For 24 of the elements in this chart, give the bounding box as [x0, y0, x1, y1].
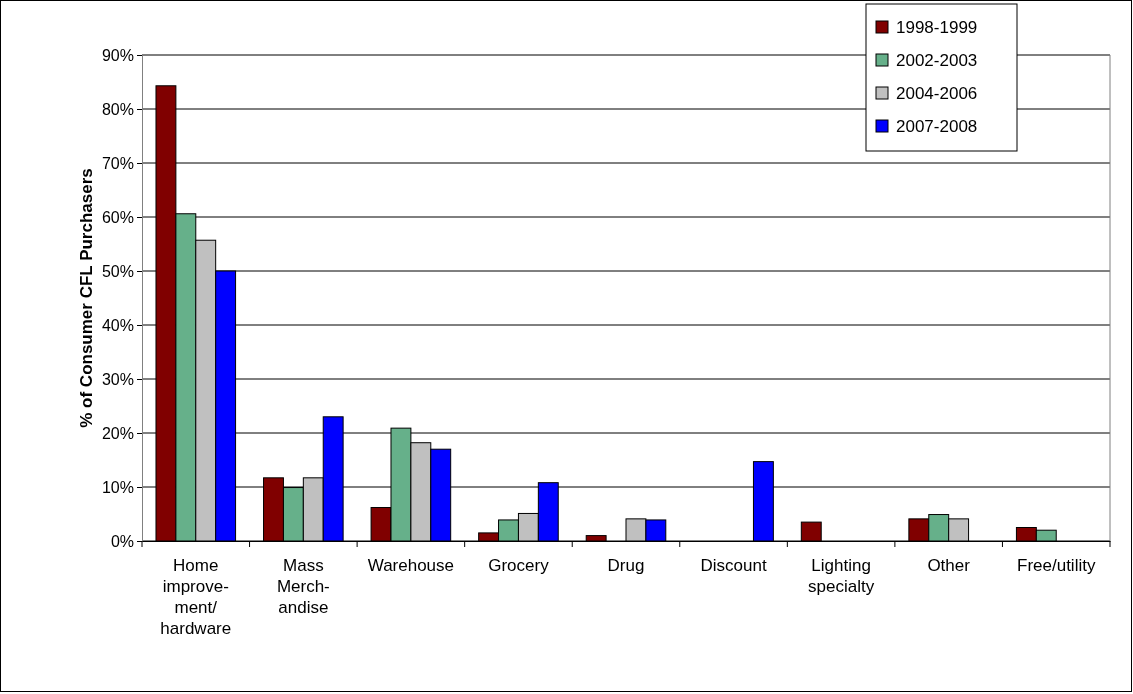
- legend-label: 1998-1999: [896, 18, 978, 37]
- y-tick-label: 0%: [110, 532, 134, 550]
- x-tick-label: Other: [927, 556, 971, 575]
- x-tick-label: Mass Merch- andise: [276, 556, 330, 617]
- y-tick-label: 20%: [101, 424, 134, 442]
- y-tick-label: 30%: [101, 370, 134, 388]
- y-tick-label: 80%: [101, 100, 134, 118]
- y-tick-label: 10%: [101, 478, 134, 496]
- x-tick-label: Drug: [607, 556, 645, 575]
- x-tick-label: Free/utility: [1017, 556, 1096, 575]
- y-axis-title: % of Consumer CFL Purchasers: [77, 168, 96, 428]
- x-tick-label: Discount: [700, 556, 767, 575]
- legend-label: 2004-2006: [896, 84, 978, 103]
- y-tick-label: 90%: [101, 46, 134, 64]
- x-tick-label: Warehouse: [367, 556, 455, 575]
- x-tick-label: Grocery: [488, 556, 550, 575]
- y-tick-label: 60%: [101, 208, 134, 226]
- legend-label: 2007-2008: [896, 117, 978, 136]
- x-tick-label: Home improve- ment/ hardware: [160, 556, 232, 638]
- y-tick-label: 70%: [101, 154, 134, 172]
- y-tick-label: 40%: [101, 316, 134, 334]
- legend-label: 2002-2003: [896, 51, 978, 70]
- x-tick-label: Lighting specialty: [808, 556, 875, 596]
- y-tick-label: 50%: [101, 262, 134, 280]
